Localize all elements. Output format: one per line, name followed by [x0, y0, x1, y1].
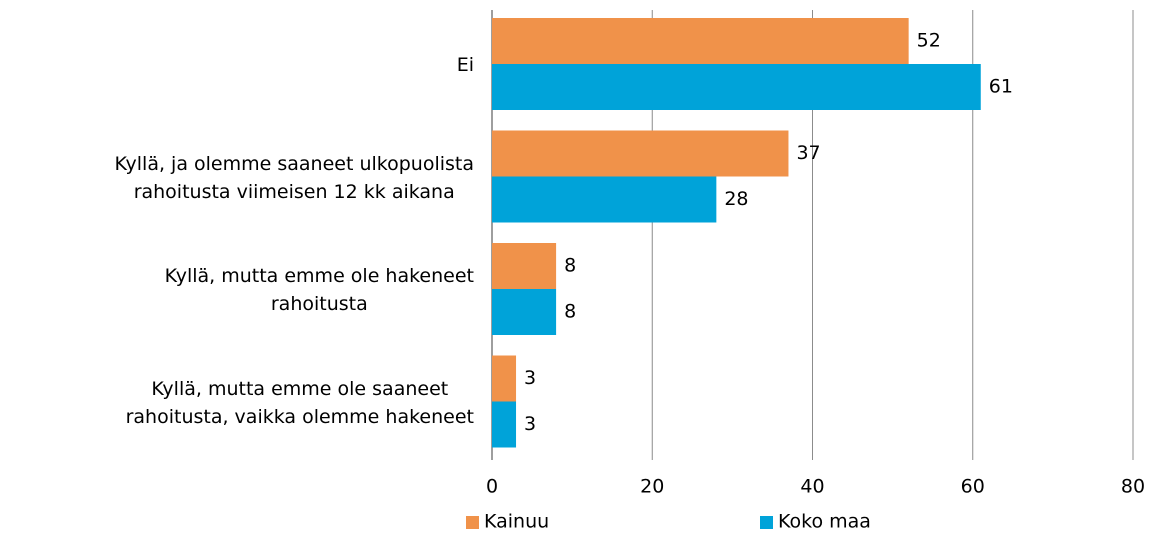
x-tick-label: 40: [800, 476, 824, 498]
x-tick-label: 0: [486, 476, 498, 498]
data-label: 61: [989, 76, 1013, 98]
x-tick-label: 80: [1121, 476, 1145, 498]
bar: [492, 243, 557, 289]
data-label: 3: [524, 367, 536, 389]
data-label: 8: [564, 255, 576, 277]
legend-swatch: [760, 516, 773, 529]
y-tick-label: Kyllä, mutta emme ole saaneet rahoitusta…: [125, 377, 474, 428]
y-tick-label: Kyllä, mutta emme ole hakeneet rahoitust…: [164, 265, 474, 316]
bar: [492, 289, 557, 335]
data-label: 37: [796, 142, 820, 164]
data-label: 8: [564, 301, 576, 323]
bar: [492, 64, 981, 110]
x-tick-label: 20: [640, 476, 664, 498]
data-label: 52: [917, 30, 941, 52]
legend-label: Kainuu: [484, 511, 549, 533]
x-tick-label: 60: [961, 476, 985, 498]
bar: [492, 176, 717, 223]
y-tick-label: Ei: [456, 54, 474, 77]
bar: [492, 18, 909, 64]
bar: [492, 401, 517, 448]
bar: [492, 130, 789, 177]
bar: [492, 355, 517, 402]
legend-label: Koko maa: [778, 511, 871, 533]
y-tick-label: Kyllä, ja olemme saaneet ulkopuolista ra…: [114, 152, 474, 203]
data-label: 3: [524, 413, 536, 435]
data-label: 28: [724, 188, 748, 210]
legend-swatch: [466, 516, 479, 529]
